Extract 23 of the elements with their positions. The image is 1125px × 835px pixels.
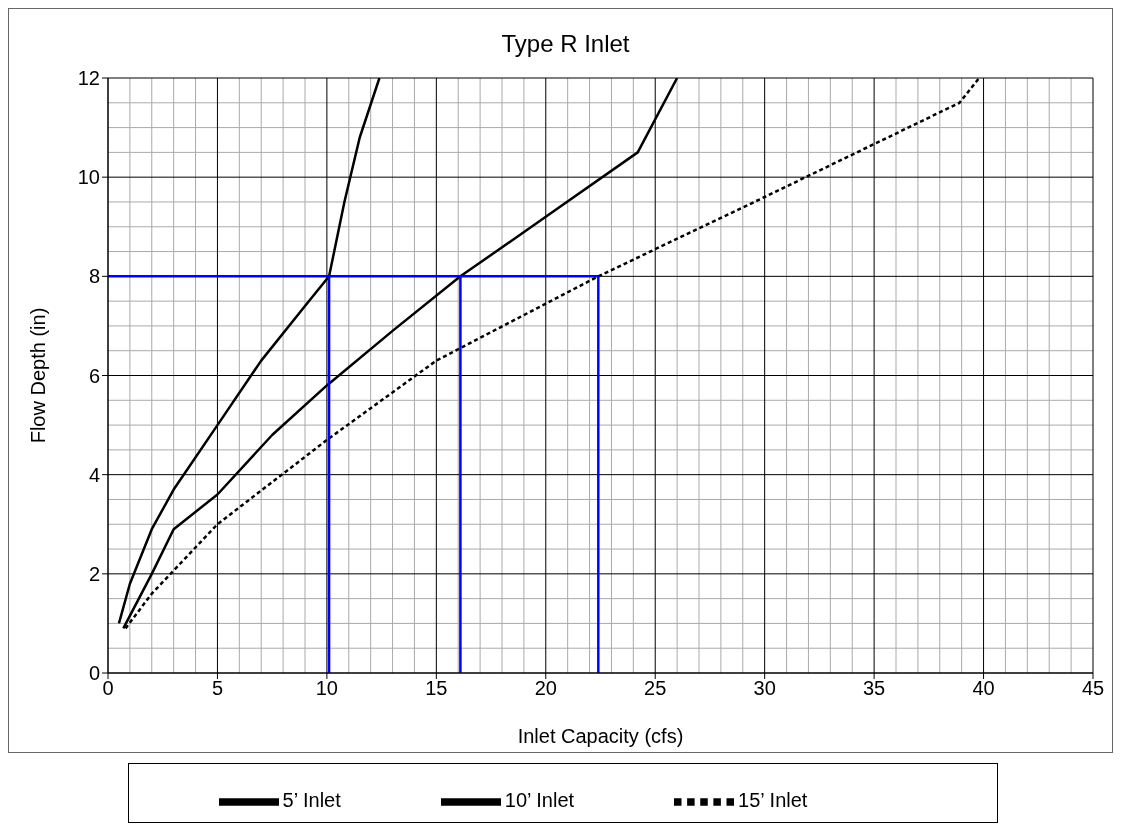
y-tick-label: 4 xyxy=(88,463,100,486)
x-tick-label: 20 xyxy=(534,677,557,700)
y-tick-label: 12 xyxy=(77,67,100,90)
y-tick-label: 10 xyxy=(77,166,100,189)
x-tick-label: 10 xyxy=(315,677,339,700)
legend-label: 10’ Inlet xyxy=(504,789,575,812)
y-axis-title: Flow Depth (in) xyxy=(27,307,50,444)
x-tick-label: 0 xyxy=(102,677,114,700)
x-axis-title: Inlet Capacity (cfs) xyxy=(517,725,684,747)
y-tick-label: 0 xyxy=(88,662,100,685)
y-tick-label: 6 xyxy=(88,364,100,387)
x-tick-label: 15 xyxy=(425,677,448,700)
y-tick-label: 2 xyxy=(88,562,100,585)
x-tick-label: 35 xyxy=(862,677,886,700)
x-tick-label: 5 xyxy=(211,677,224,700)
y-tick-label: 8 xyxy=(88,265,100,288)
legend-label: 5’ Inlet xyxy=(282,789,341,812)
chart-title: Type R Inlet xyxy=(501,30,630,57)
legend-label: 15’ Inlet xyxy=(738,789,808,812)
x-tick-label: 30 xyxy=(753,677,776,700)
x-tick-label: 45 xyxy=(1081,677,1105,700)
x-tick-label: 40 xyxy=(972,677,995,700)
x-tick-label: 25 xyxy=(644,677,667,700)
